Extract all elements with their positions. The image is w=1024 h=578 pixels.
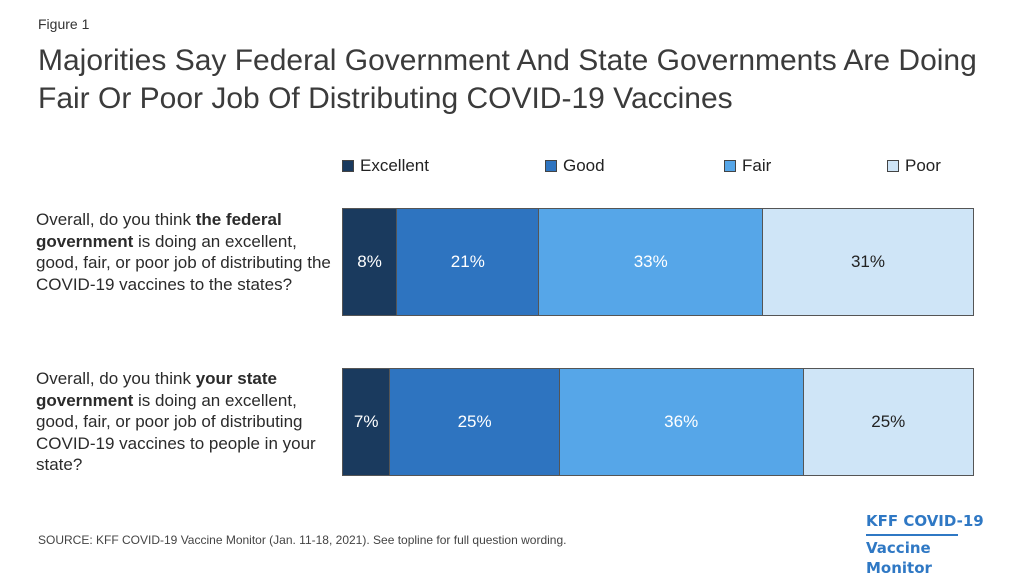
- question-federal: Overall, do you think the federal govern…: [36, 209, 336, 295]
- logo-line-2: Vaccine Monitor: [866, 538, 932, 577]
- figure-label: Figure 1: [38, 16, 90, 32]
- logo-rule: [866, 534, 958, 536]
- data-label: 25%: [457, 412, 492, 431]
- question-prefix: Overall, do you think: [36, 210, 196, 229]
- data-label: 31%: [850, 252, 885, 271]
- legend-label: Good: [563, 156, 605, 175]
- chart-legend: Excellent Good Fair Poor: [0, 156, 1024, 180]
- question-suffix: is doing an excellent, good, fair, or po…: [36, 231, 331, 294]
- question-subject: your state government: [36, 369, 277, 410]
- legend-item-fair: Fair: [724, 156, 771, 176]
- data-label: 7%: [353, 412, 379, 431]
- legend-label: Excellent: [360, 156, 429, 175]
- source-note: SOURCE: KFF COVID-19 Vaccine Monitor (Ja…: [38, 533, 567, 547]
- bar-segment-excellent: 7%: [343, 369, 391, 475]
- legend-swatch: [342, 160, 354, 172]
- legend-item-poor: Poor: [887, 156, 941, 176]
- data-label: 36%: [664, 412, 699, 431]
- question-prefix: Overall, do you think: [36, 369, 196, 388]
- legend-item-excellent: Excellent: [342, 156, 429, 176]
- legend-item-good: Good: [545, 156, 605, 176]
- bar-segment-excellent: 8%: [343, 209, 398, 315]
- bar-segment-good: 25%: [390, 369, 560, 475]
- question-suffix: is doing an excellent, good, fair, or po…: [36, 390, 316, 475]
- bar-segment-fair: 33%: [539, 209, 763, 315]
- stacked-bar-state: 7% 25% 36% 25%: [342, 368, 974, 476]
- legend-swatch: [724, 160, 736, 172]
- data-label: 21%: [450, 252, 485, 271]
- question-subject: the federal government: [36, 210, 282, 251]
- stacked-bar-federal: 8% 21% 33% 31%: [342, 208, 974, 316]
- legend-swatch: [545, 160, 557, 172]
- chart-title: Majorities Say Federal Government And St…: [38, 44, 977, 115]
- data-label: 33%: [633, 252, 668, 271]
- bar-segment-fair: 36%: [559, 369, 804, 475]
- question-state: Overall, do you think your state governm…: [36, 368, 336, 476]
- legend-label: Fair: [742, 156, 772, 175]
- legend-label: Poor: [905, 156, 941, 175]
- bar-segment-poor: 31%: [762, 209, 973, 315]
- data-label: 8%: [357, 252, 382, 271]
- logo-line-1: KFF COVID-19: [866, 512, 984, 530]
- data-label: 25%: [871, 412, 906, 431]
- legend-swatch: [887, 160, 899, 172]
- bar-segment-good: 21%: [397, 209, 540, 315]
- bar-segment-poor: 25%: [803, 369, 973, 475]
